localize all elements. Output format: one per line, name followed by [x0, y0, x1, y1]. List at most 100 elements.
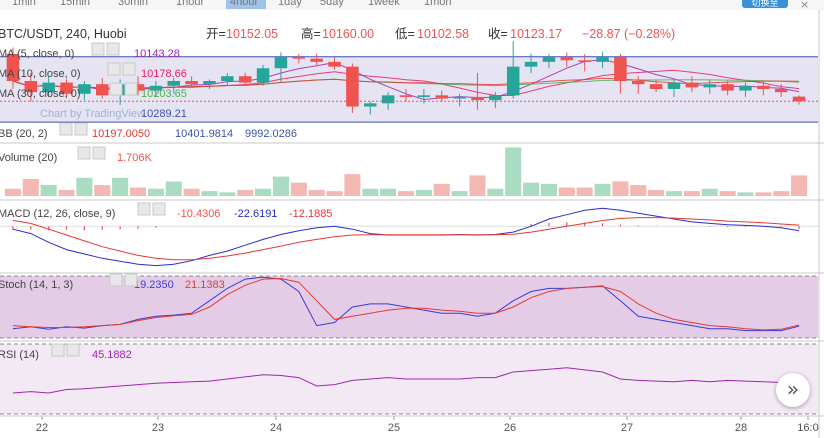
volume-bar [648, 189, 665, 196]
switch-button[interactable]: 切换至 [742, 0, 788, 8]
close-icon[interactable] [66, 343, 80, 357]
toolbar-tab-30min[interactable]: 30min [118, 0, 148, 8]
gear-icon[interactable] [109, 82, 123, 96]
toolbar-tab-4hour[interactable]: 4hour [230, 0, 258, 8]
candle-body [560, 57, 574, 61]
x-tick-label: 24 [270, 422, 282, 434]
gear-icon[interactable] [51, 343, 65, 357]
volume-value: 1.706K [117, 152, 153, 164]
volume-bar [219, 192, 236, 196]
toolbar-tab-1mon[interactable]: 1mon [424, 0, 452, 8]
gear-icon[interactable] [91, 42, 105, 56]
candle-body [578, 60, 591, 62]
close-icon[interactable] [152, 202, 166, 216]
volume-bar [505, 147, 522, 196]
volume-bar [683, 191, 700, 196]
candle-body [203, 81, 216, 85]
candle-body [274, 57, 288, 69]
volume-bar [362, 188, 379, 196]
volume-bar [415, 189, 432, 196]
scroll-to-realtime-button[interactable]: » [776, 373, 810, 407]
bollinger-mid-value: 10197.0050 [92, 128, 150, 140]
candle-body [96, 84, 109, 96]
macd-line [12, 207, 800, 267]
candle-body [42, 82, 55, 93]
toolbar-row: 1min 15min 30min 1hour 4hour 1day 5day 1week 1mo… [0, 0, 824, 10]
toolbar-tab-1min[interactable]: 1min [12, 0, 36, 8]
gear-icon[interactable] [137, 202, 151, 216]
close-icon[interactable] [124, 82, 138, 96]
candle-body [792, 96, 806, 102]
volume-bar [237, 189, 254, 196]
legend-controls[interactable] [51, 42, 166, 357]
volume-bar [540, 183, 557, 196]
candle-body [614, 57, 627, 81]
gear-icon[interactable] [109, 273, 123, 287]
macd-label: MACD (12, 26, close, 9) [0, 208, 115, 220]
gear-icon[interactable] [107, 62, 121, 76]
volume-bar [665, 191, 683, 196]
candle-body [685, 82, 699, 88]
stoch-pane[interactable] [0, 275, 818, 339]
toolbar-tab-1hour[interactable]: 1hour [176, 0, 204, 8]
candle-body [596, 57, 609, 62]
candle-body [78, 84, 91, 94]
high-value: 10160.00 [322, 27, 374, 41]
rsi-pane[interactable] [0, 343, 818, 415]
toolbar-tab-1week[interactable]: 1week [368, 0, 400, 8]
volume-bar [165, 181, 182, 196]
toolbar-tab-5day[interactable]: 5day [320, 0, 344, 8]
close-icon[interactable] [74, 122, 88, 136]
candle-body [703, 84, 716, 88]
candle-body [24, 81, 38, 93]
candle-body [131, 84, 145, 91]
ma-extra-value: 10289.21 [141, 108, 187, 120]
toolbar-tab-15min[interactable]: 15min [60, 0, 90, 8]
gear-icon[interactable] [59, 122, 73, 136]
candle-body [757, 85, 770, 89]
volume-bar [290, 182, 307, 196]
candle-body [489, 95, 502, 101]
candle-body [542, 57, 556, 62]
candle-body [632, 81, 645, 85]
volume-bar [201, 191, 218, 196]
macd-pane[interactable] [0, 207, 818, 267]
close-icon[interactable] [122, 62, 136, 76]
volume-bar [451, 191, 468, 196]
volume-bar [523, 182, 540, 196]
close-icon[interactable] [92, 146, 106, 160]
volume-bar [558, 187, 575, 196]
volume-bar [58, 189, 75, 196]
time-axis: 22 23 24 25 26 27 28 16:0 [36, 416, 819, 434]
candle-body [649, 84, 663, 89]
volume-bar [773, 191, 790, 196]
low-label: 低= [395, 27, 415, 41]
ma10-label: MA (10, close, 0) [0, 68, 81, 80]
close-icon[interactable] [106, 42, 120, 56]
candle-body [221, 76, 234, 81]
stoch-d-value: 21.1383 [185, 279, 225, 291]
close-icon[interactable]: × [800, 0, 810, 11]
volume-bar [326, 191, 343, 196]
candle-body [310, 58, 323, 62]
toolbar-tab-1day[interactable]: 1day [278, 0, 302, 8]
volume-bar [576, 187, 593, 196]
x-tick-label: 23 [152, 422, 164, 434]
gear-icon[interactable] [77, 146, 91, 160]
candle-body [6, 53, 20, 81]
stoch-label: Stoch (14, 1, 3) [0, 279, 73, 291]
volume-bar [380, 188, 397, 196]
x-tick-label: 25 [388, 422, 400, 434]
volume-bar [147, 188, 164, 196]
tradingview-watermark: Chart by TradingView [40, 108, 145, 120]
close-icon[interactable] [124, 273, 138, 287]
candle-body [167, 81, 180, 86]
stoch-k-value: 19.2350 [134, 279, 174, 291]
x-tick-label: 16:0 [797, 422, 818, 434]
close-value: 10123.17 [510, 27, 562, 41]
symbol-title: BTC/USDT, 240, Huobi [0, 27, 127, 41]
volume-pane[interactable] [4, 147, 808, 196]
volume-label: Volume (20) [0, 152, 57, 164]
macd-signal-value: -12.1885 [289, 208, 332, 220]
